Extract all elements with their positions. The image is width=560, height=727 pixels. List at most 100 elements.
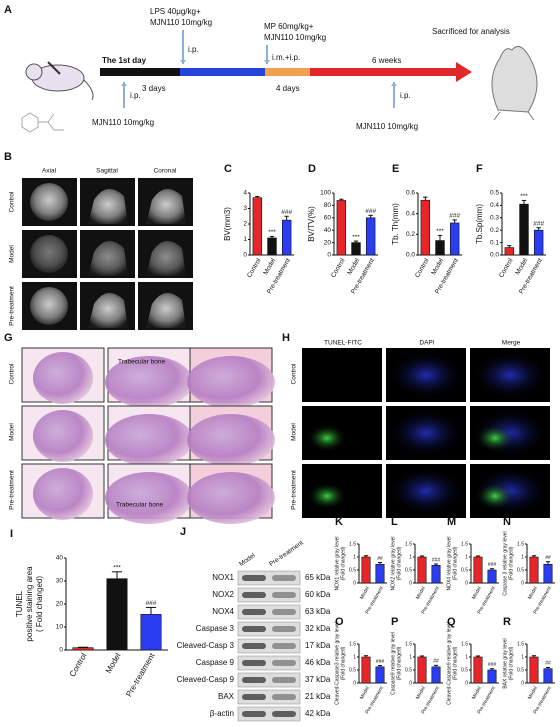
row-label: Pre-treatment [9,286,16,326]
y-axis-label: NOX4 relative gray level [446,537,452,591]
tunel-signal [307,424,347,452]
y-tick-label: 1 [409,554,412,560]
significance: ### [488,562,497,568]
y-tick-label: 0 [59,647,63,654]
rat [491,45,538,121]
significance: ### [146,600,157,607]
ct-bone [146,240,186,276]
y-axis-label: (Fold changed) [396,646,402,680]
y-axis-label: (Fold changed) [396,546,402,580]
x-tick-label: Control [414,257,431,279]
y-tick-label: 0.4 [406,210,415,217]
y-tick-label: 0.5 [349,567,356,573]
y-tick-label: 1 [465,654,468,660]
bar [267,237,277,256]
panel-letter: Q [447,616,456,628]
label: MJN110 10mg/kg [264,33,326,42]
tissue [105,472,193,524]
period-blue [180,68,265,76]
x-tick-label: Model [415,686,427,701]
y-axis-label: (Fold changed) [340,546,346,580]
bar [449,222,460,256]
dapi-signal [472,351,548,399]
bar [365,217,376,256]
significance: *** [113,565,121,572]
panel-letter: R [503,616,511,628]
y-axis-label: Caspase9 relative gray level [390,632,396,695]
y-axis-label: NOX2 relative gray level [390,537,396,591]
panel-letter: M [447,516,456,528]
ct-bone [30,235,68,273]
bar [375,563,385,584]
y-axis-label: NOX1 relative gray level [334,537,340,591]
band [242,643,266,649]
row-label: Model [9,423,16,441]
x-tick-label: Pre-treatment [124,651,157,699]
bar [351,242,361,256]
y-tick-label: 1 [521,654,524,660]
label: The 1st day [102,56,147,65]
band [272,677,296,683]
lane-label: Pre-treatment [268,539,305,568]
bar [431,666,441,684]
band [242,677,266,683]
y-tick-label: 0 [353,680,356,686]
x-tick-label: Control [246,257,263,279]
x-tick-label: Model [346,257,361,276]
arrow-head [121,82,127,86]
label: i.p. [188,45,199,54]
arrow-head [264,60,270,64]
y-tick-label: 1.5 [517,541,524,547]
label: i.p. [400,91,411,100]
y-axis-label: (Fold changed) [452,646,458,680]
tissue [33,468,93,520]
panel-letter: D [308,163,316,175]
kda-label: 37 kDa [305,675,331,684]
y-tick-label: 0.4 [490,202,499,209]
y-tick-label: 0 [521,580,524,586]
kda-label: 21 kDa [305,692,331,701]
y-tick-label: 10 [56,624,64,631]
label: Sagittal [96,168,118,175]
protein-label: β-actin [210,709,234,718]
arrow-head [180,60,186,64]
annotation: Trabecular bone [116,502,163,509]
bar [519,203,529,256]
y-tick-label: 1 [409,654,412,660]
protein-label: NOX1 [212,573,234,582]
significance: ## [545,555,551,561]
syringe [47,61,61,75]
tunel-signal [307,482,347,510]
dapi-signal [388,467,464,515]
label: Axial [42,168,57,175]
molecule [21,112,64,133]
x-tick-label: Model [527,686,539,701]
x-tick-label: Model [430,257,445,276]
y-tick-label: 0.5 [517,567,524,573]
row-label: Pre-treatment [291,470,298,510]
significance: ### [281,209,292,216]
x-tick-label: Model [262,257,277,276]
dapi-signal [388,409,464,457]
row-label: Pre-treatment [9,470,16,510]
tissue [187,356,275,408]
ct-bone [30,183,68,221]
tissue [33,352,93,404]
bar [417,556,427,584]
label: MP 60mg/kg+ [264,22,314,31]
y-tick-label: 0.5 [461,567,468,573]
significance: *** [436,228,444,235]
y-tick-label: 1.5 [461,541,468,547]
y-axis-label: BAX relative gray level [502,638,508,688]
bar [431,565,441,584]
y-tick-label: 100 [320,190,331,197]
kda-label: 46 kDa [305,658,331,667]
bar [336,200,347,256]
bar [487,669,497,684]
band [242,592,266,598]
band [272,575,296,581]
band [272,609,296,615]
y-axis-label: Cleaved-Caspase3 relative gray level [334,622,340,705]
y-axis-label: Tb.Sp(mm) [475,204,484,244]
